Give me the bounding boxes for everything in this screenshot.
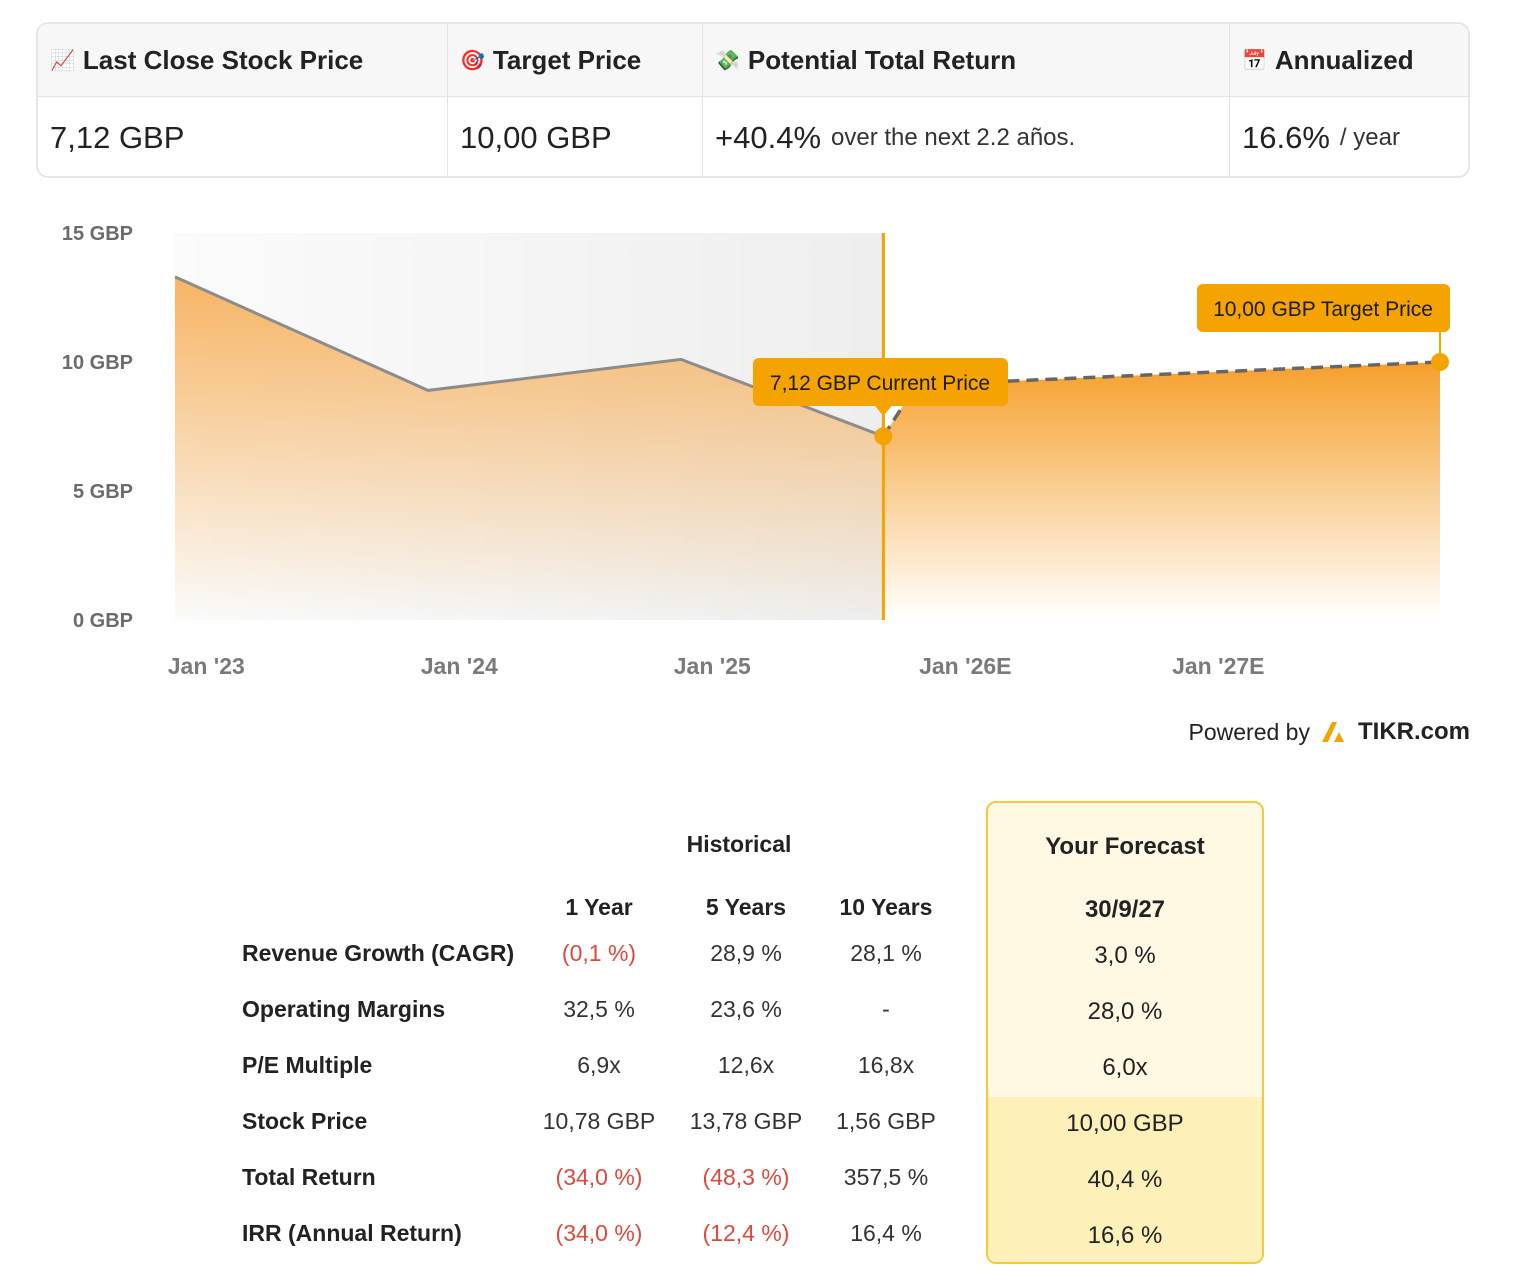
summary-suffix-annualized: / year	[1339, 123, 1400, 151]
historical-value-cell: 28,1 %	[850, 940, 922, 966]
historical-value-cell: 6,9x	[577, 1052, 621, 1078]
target-icon: 🎯	[460, 48, 485, 72]
historical-value-cell: -	[882, 996, 890, 1022]
forecast-value-cell: 6,0x	[1102, 1054, 1148, 1081]
period-header-1y: 1 Year	[565, 894, 633, 920]
historical-value-cell: (0,1 %)	[561, 940, 637, 966]
historical-value-cell: 16,4 %	[850, 1220, 922, 1246]
forecast-price-area	[883, 362, 1440, 620]
summary-value-last-close: 7,12 GBP	[50, 119, 185, 155]
chart-increasing-icon: 📈	[50, 48, 75, 72]
x-tick-label: Jan '24	[421, 653, 498, 679]
row-label: P/E Multiple	[242, 1052, 373, 1078]
row-label: Stock Price	[242, 1108, 368, 1134]
forecast-value-cell: 40,4 %	[1087, 1166, 1163, 1193]
x-tick-label: Jan '27E	[1172, 653, 1264, 679]
historical-value-cell: 32,5 %	[563, 996, 635, 1022]
historical-value-cell: 357,5 %	[843, 1164, 929, 1190]
forecast-header: Your Forecast	[1045, 833, 1205, 860]
summary-value-annualized: 16.6%	[1242, 119, 1330, 155]
summary-col-annualized: 📅 Annualized 16.6% / year	[1230, 24, 1468, 176]
forecast-date: 30/9/27	[1084, 896, 1166, 923]
historical-price-area	[175, 276, 884, 620]
powered-by-brand: TIKR.com	[1357, 718, 1470, 745]
forecast-value-cell: 3,0 %	[1094, 942, 1156, 969]
row-label: Revenue Growth (CAGR)	[242, 940, 515, 966]
target-price-callout-label: 10,00 GBP Target Price	[1213, 298, 1433, 321]
summary-label-target: Target Price	[492, 44, 642, 75]
calendar-icon: 📅	[1242, 48, 1267, 72]
forecast-column	[986, 801, 1264, 1264]
historical-value-cell: (48,3 %)	[702, 1164, 790, 1190]
summary-col-total-return: 💸 Potential Total Return +40.4% over the…	[703, 24, 1230, 176]
powered-by-prefix: Powered by	[1188, 718, 1310, 745]
summary-value-total-return: +40.4%	[715, 119, 822, 155]
current-price-marker	[874, 427, 893, 446]
summary-value-target: 10,00 GBP	[460, 119, 612, 155]
forecast-value-cell: 16,6 %	[1087, 1222, 1163, 1249]
y-tick-label: 15 GBP	[62, 223, 133, 245]
y-tick-label: 5 GBP	[73, 481, 133, 503]
historical-value-cell: (12,4 %)	[702, 1220, 790, 1246]
row-label: Operating Margins	[242, 996, 446, 1022]
x-tick-label: Jan '26E	[919, 653, 1011, 679]
summary-suffix-total-return: over the next 2.2 años.	[831, 123, 1076, 151]
row-label: IRR (Annual Return)	[242, 1220, 462, 1246]
current-price-callout-pointer	[874, 405, 893, 416]
summary-label-annualized: Annualized	[1274, 44, 1414, 75]
target-price-marker	[1431, 353, 1449, 371]
powered-by[interactable]: Powered by TIKR.com	[1189, 718, 1470, 746]
target-price-callout	[1197, 284, 1450, 332]
current-price-callout	[753, 358, 1008, 406]
forecast-value-cell: 10,00 GBP	[1066, 1110, 1184, 1137]
summary-col-last-close: 📈 Last Close Stock Price 7,12 GBP	[38, 24, 448, 176]
y-tick-label: 0 GBP	[73, 610, 133, 632]
price-chart: 15 GBP 10 GBP 5 GBP 0 GBP Jan '23 Jan '24 Jan…	[62, 223, 1450, 679]
forecast-highlight-band	[988, 1097, 1262, 1262]
historical-value-cell: 13,78 GBP	[689, 1108, 803, 1134]
historical-header: Historical	[686, 831, 792, 857]
y-tick-label: 10 GBP	[62, 352, 133, 374]
historical-value-cell: 10,78 GBP	[542, 1108, 656, 1134]
x-tick-label: Jan '25	[674, 653, 751, 679]
period-header-5y: 5 Years	[705, 894, 787, 920]
summary-table: 📈 Last Close Stock Price 7,12 GBP 🎯 Targ…	[36, 22, 1470, 178]
summary-label-last-close: Last Close Stock Price	[82, 44, 364, 75]
historical-value-cell: (34,0 %)	[555, 1164, 643, 1190]
summary-col-target: 🎯 Target Price 10,00 GBP	[448, 24, 703, 176]
current-price-callout-label: 7,12 GBP Current Price	[770, 372, 990, 395]
money-flying-icon: 💸	[715, 48, 740, 72]
historical-value-cell: 16,8x	[857, 1052, 915, 1078]
tikr-logo-icon	[1321, 722, 1344, 742]
summary-label-total-return: Potential Total Return	[747, 44, 1017, 75]
period-header-10y: 10 Years	[839, 894, 933, 920]
historical-value-cell: 23,6 %	[710, 996, 782, 1022]
historical-value-cell: 28,9 %	[710, 940, 782, 966]
historical-value-cell: 12,6x	[717, 1052, 775, 1078]
x-tick-label: Jan '23	[168, 653, 245, 679]
historical-value-cell: 1,56 GBP	[836, 1108, 936, 1134]
forecast-value-cell: 28,0 %	[1087, 998, 1163, 1025]
historical-value-cell: (34,0 %)	[555, 1220, 643, 1246]
row-label: Total Return	[242, 1164, 376, 1190]
